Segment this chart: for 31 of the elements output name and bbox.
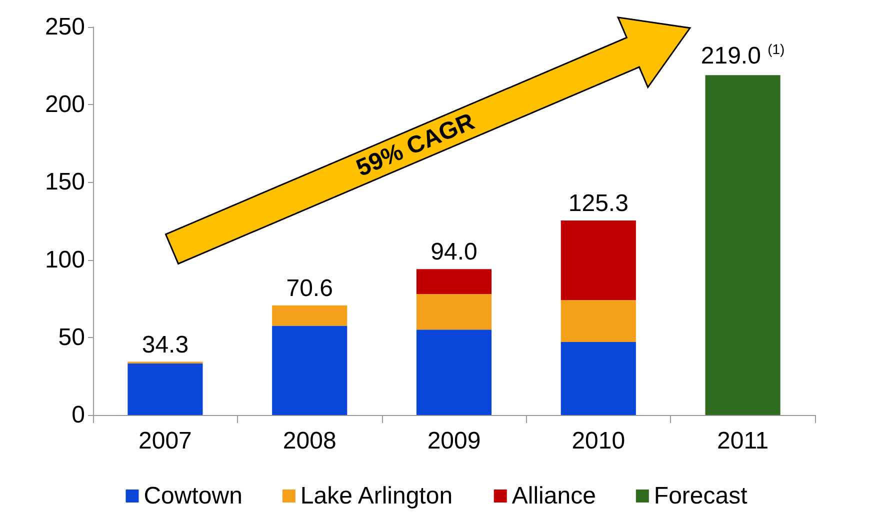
- bar: [705, 75, 780, 415]
- x-tick-label: 2011: [716, 428, 769, 454]
- x-tick-label: 2008: [282, 428, 336, 454]
- y-tick-label: 50: [58, 324, 85, 351]
- annotation: 59% CAGR: [352, 108, 478, 182]
- y-tick-label: 0: [72, 402, 85, 428]
- total-label: 70.6: [286, 274, 333, 302]
- x-tick-label: 2010: [572, 428, 626, 454]
- total-label: 94.0: [430, 238, 478, 266]
- bar: [416, 269, 492, 294]
- y-tick-label: 200: [44, 91, 85, 118]
- y-tick-label: 100: [44, 246, 85, 274]
- x-tick-label: 2007: [138, 428, 192, 454]
- bar: [560, 300, 636, 342]
- bar: [128, 363, 203, 415]
- bar: [272, 326, 348, 415]
- legend-label: Cowtown: [144, 482, 242, 510]
- bar: [416, 330, 492, 415]
- bar: [272, 305, 348, 326]
- bar: [560, 342, 636, 415]
- legend-label: Lake Arlington: [300, 482, 453, 510]
- total-label: 219.0 (1): [700, 41, 785, 70]
- legend-label: Alliance: [512, 482, 596, 510]
- y-tick-label: 150: [44, 168, 85, 196]
- bar: [416, 294, 492, 330]
- total-label: 125.3: [568, 190, 628, 218]
- total-label: 34.3: [142, 331, 189, 358]
- legend-label: Forecast: [654, 482, 748, 510]
- bar: [560, 220, 636, 300]
- y-tick-label: 250: [44, 14, 85, 40]
- x-tick-label: 2009: [427, 428, 481, 454]
